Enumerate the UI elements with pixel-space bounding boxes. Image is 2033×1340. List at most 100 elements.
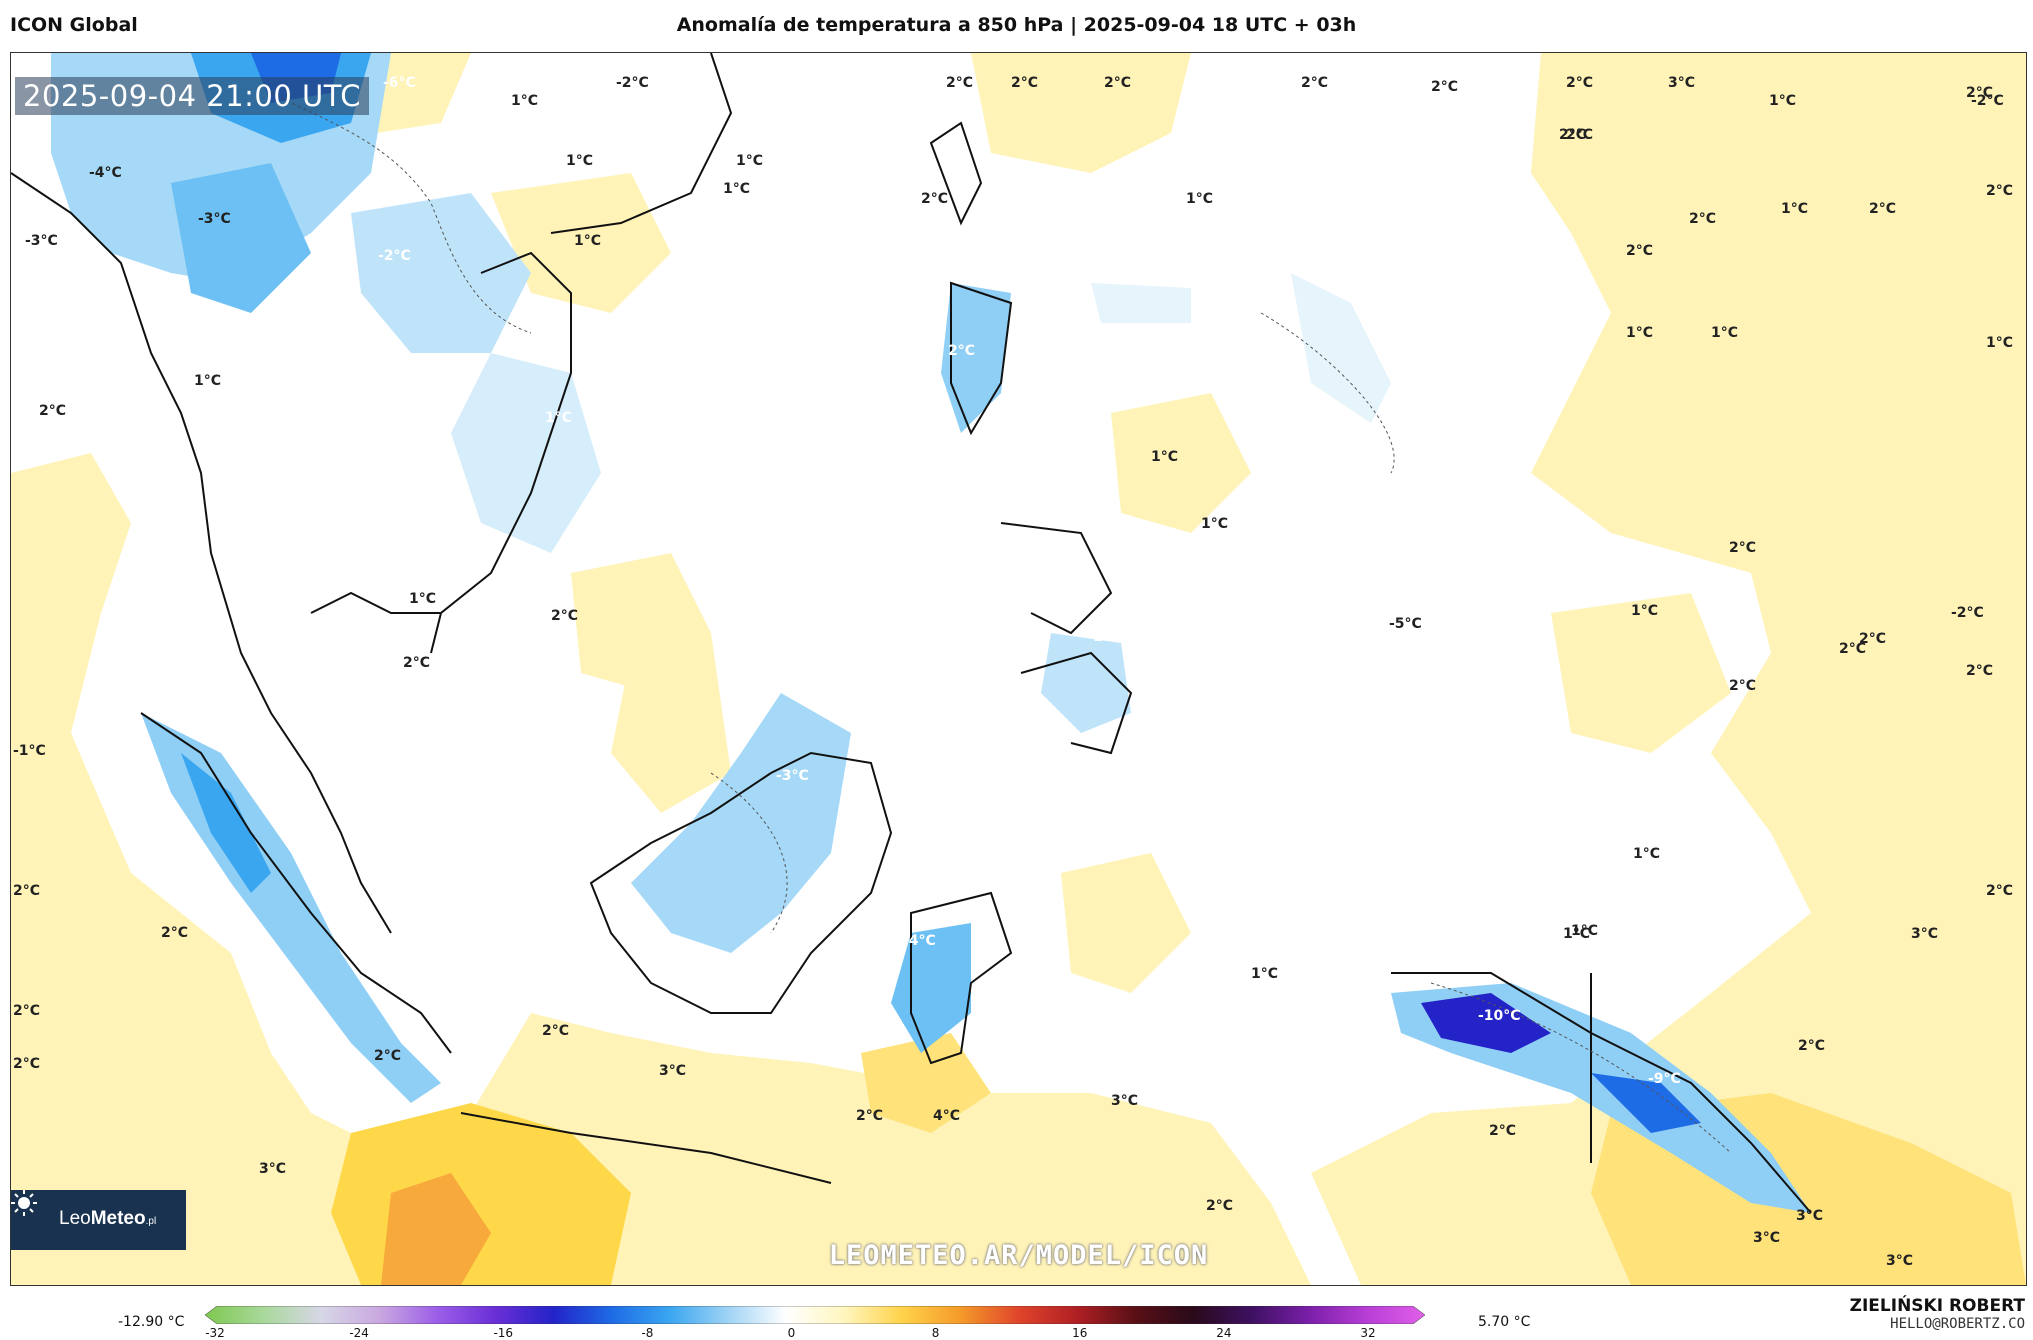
contour-label: -2°C [1971, 93, 2004, 109]
contour-label: 1°C [1711, 325, 1739, 341]
contour-label: 2°C [39, 403, 67, 419]
contour-label: 2°C [1566, 75, 1594, 91]
contour-label: -10°C [1478, 1008, 1521, 1024]
valid-time-label: 2025-09-04 21:00 UTC [15, 77, 370, 115]
map-canvas [11, 53, 2026, 1285]
colorbar-tick: 0 [787, 1326, 796, 1340]
colorbar [205, 1306, 1425, 1324]
contour-label: 2°C [1011, 75, 1039, 91]
contour-label: 2°C [856, 1108, 884, 1124]
contour-label: -2°C [1951, 605, 1984, 621]
contour-label: -2°C [861, 181, 894, 197]
colorbar-tick: -8 [641, 1326, 654, 1340]
model-name: ICON Global [10, 14, 138, 36]
contour-label: 2°C [1798, 1038, 1826, 1054]
colorbar-tick: -16 [493, 1326, 514, 1340]
sun-icon [11, 1190, 37, 1216]
contour-label: 2°C [551, 608, 579, 624]
contour-label: 3°C [1796, 1208, 1824, 1224]
contour-label: 2°C [921, 191, 949, 207]
contour-lines [270, 92, 1732, 1154]
contour-label: 1°C [1563, 926, 1591, 942]
contour-label: 2°C [1689, 211, 1717, 227]
contour-label: 2°C [1966, 85, 1994, 101]
contour-label: 1°C [1151, 449, 1179, 465]
contour-label: 2°C [1986, 183, 2014, 199]
colorbar-tick: 32 [1360, 1326, 1376, 1340]
warm-anomaly-areas [11, 53, 2026, 1285]
colorbar-max-label: 5.70 °C [1478, 1314, 1531, 1330]
colorbar-tick: 16 [1072, 1326, 1088, 1340]
contour-label: 1°C [1986, 335, 2014, 351]
contour-label: 1°C [1781, 201, 1809, 217]
contour-label: 4°C [933, 1108, 961, 1124]
contour-label: 2°C [1626, 243, 1654, 259]
map-title: Anomalía de temperatura a 850 hPa | 2025… [676, 14, 1357, 36]
contour-label: -3°C [25, 233, 58, 249]
logo-wordmark: LeoMeteo.pl [59, 1208, 157, 1229]
contour-label: 3°C [1753, 1230, 1781, 1246]
contour-label: -4°C [89, 165, 122, 181]
author-credit: ZIELIŃSKI ROBERT HELLO@ROBERTZ.CO [1850, 1296, 2025, 1332]
contour-label: 2°C [13, 1056, 41, 1072]
contour-label: 1°C [409, 591, 437, 607]
contour-label: 3°C [659, 1063, 687, 1079]
coastlines [11, 53, 1812, 1214]
contour-label: 1°C [1633, 846, 1661, 862]
contour-label: -1°C [13, 743, 46, 759]
contour-label: 1°C [545, 410, 573, 426]
contour-label: -3°C [198, 211, 231, 227]
header: ICON Global Anomalía de temperatura a 85… [0, 0, 2033, 50]
footer: -12.90 °C -32 -24 -16 -8 0 8 16 24 32 5.70 °C ZI… [0, 1288, 2033, 1340]
contour-label: 1°C [566, 153, 594, 169]
contour-label: 2°C [1966, 663, 1994, 679]
map-panel: 2025-09-04 21:00 UTC -6°C 1°C -2°C 2°C 2°C 2°… [10, 52, 2027, 1286]
contour-label: 1°C [1626, 325, 1654, 341]
colorbar-tick: -32 [205, 1326, 225, 1340]
contour-label: 1°C [1251, 966, 1279, 982]
contour-label: 1°C [511, 93, 539, 109]
contour-label: 2°C [13, 1003, 41, 1019]
contour-label: 2°C [1301, 75, 1329, 91]
contour-label: 2°C [1839, 641, 1867, 657]
contour-label: -4°C [903, 933, 936, 949]
contour-label: 2°C [1104, 75, 1132, 91]
leometeo-logo: LeoMeteo.pl [11, 1190, 186, 1250]
contour-label: 2°C [1729, 678, 1757, 694]
contour-label: 1°C [1201, 516, 1229, 532]
contour-label: -5°C [1389, 616, 1422, 632]
contour-label: -2°C [378, 248, 411, 264]
colorbar-min-label: -12.90 °C [118, 1314, 185, 1330]
contour-label: -2°C [616, 75, 649, 91]
contour-label: 1°C [736, 153, 764, 169]
contour-label: 3°C [259, 1161, 287, 1177]
colorbar-tick: 8 [931, 1326, 940, 1340]
contour-label: 3°C [1886, 1253, 1914, 1269]
contour-label: 2°C [1729, 540, 1757, 556]
contour-label: 2°C [542, 1023, 570, 1039]
colorbar-tick: -24 [349, 1326, 369, 1340]
contour-label: 2°C [403, 655, 431, 671]
contour-label: 2°C [1431, 79, 1459, 95]
cold-anomaly-areas [51, 53, 1811, 1213]
contour-label: 1°C [574, 233, 602, 249]
contour-label: 1°C [194, 373, 222, 389]
contour-label: 2°C [948, 343, 976, 359]
contour-label: 3°C [1111, 1093, 1139, 1109]
contour-label: -6°C [383, 75, 416, 91]
author-email: HELLO@ROBERTZ.CO [1890, 1316, 2025, 1332]
contour-label: 3°C [1668, 75, 1696, 91]
contour-label: 2°C [161, 925, 189, 941]
contour-label: 2°C [1859, 631, 1887, 647]
contour-label: 1°C [1631, 603, 1659, 619]
contour-label: 2°C [1206, 1198, 1234, 1214]
contour-label: 1°C [1186, 191, 1214, 207]
contour-label: 2°C [1489, 1123, 1517, 1139]
contour-label: 2°C [1559, 127, 1587, 143]
contour-label: 1°C [1093, 629, 1121, 645]
contour-label: 2°C [1986, 883, 2014, 899]
watermark-url: LEOMETEO.AR/MODEL/ICON [828, 1240, 1209, 1271]
contour-label: 2°C [374, 1048, 402, 1064]
contour-label: 1°C [723, 181, 751, 197]
contour-label: -3°C [776, 768, 809, 784]
